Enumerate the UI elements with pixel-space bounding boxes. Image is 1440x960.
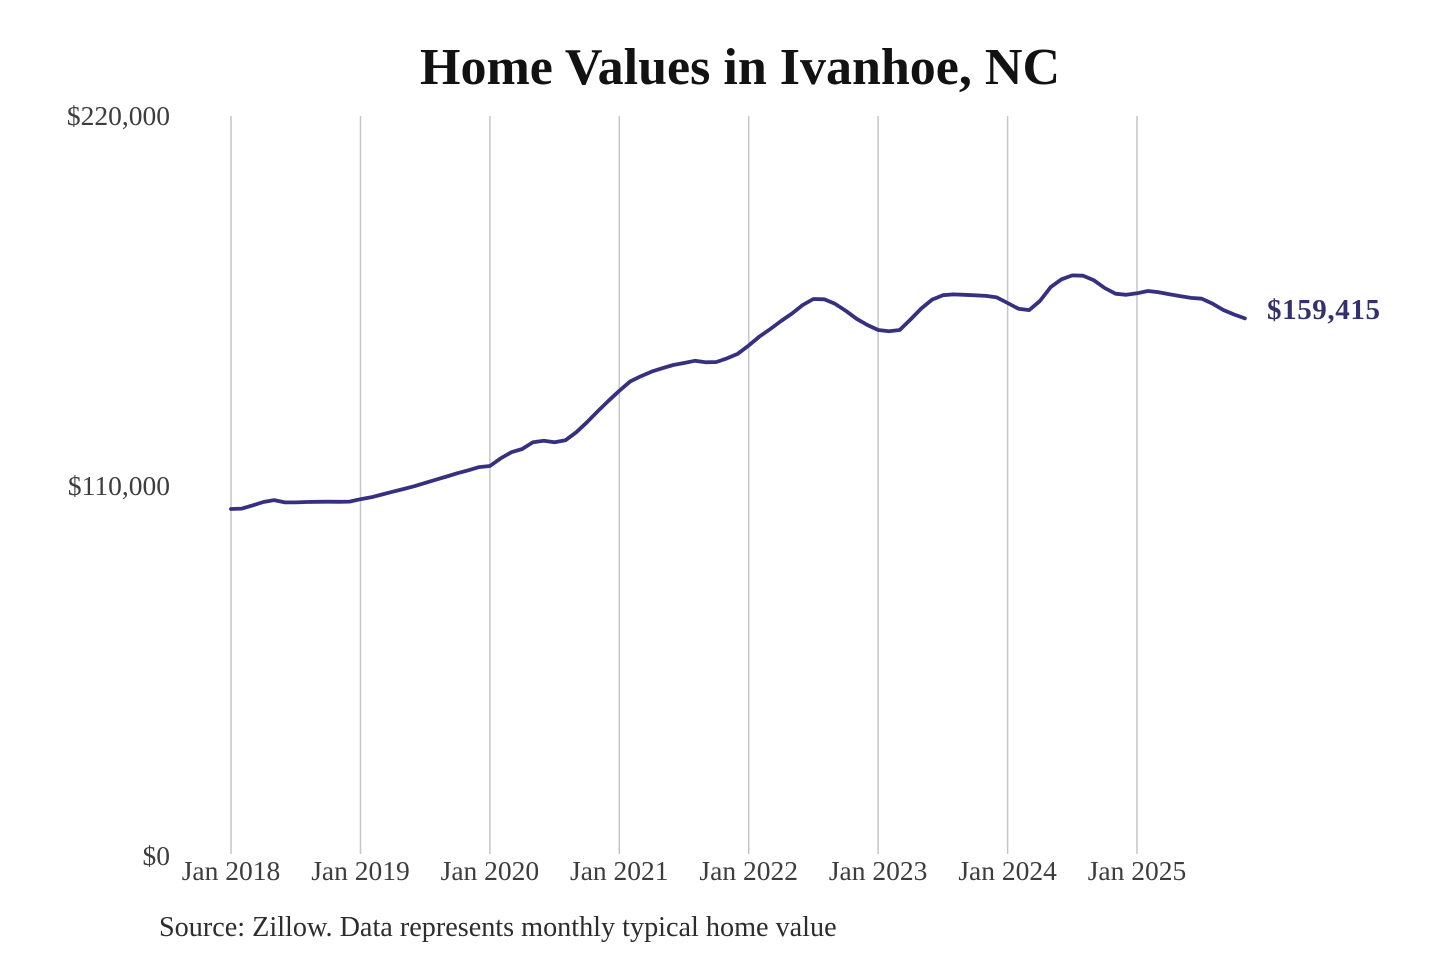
svg-text:Home Values in Ivanhoe, NC: Home Values in Ivanhoe, NC (420, 39, 1060, 96)
svg-text:Jan 2025: Jan 2025 (1088, 855, 1187, 886)
svg-text:$0: $0 (143, 840, 171, 871)
svg-text:Jan 2019: Jan 2019 (311, 855, 410, 886)
svg-text:Jan 2024: Jan 2024 (958, 855, 1057, 886)
svg-text:$159,415: $159,415 (1267, 294, 1381, 326)
svg-text:Jan 2020: Jan 2020 (441, 855, 540, 886)
svg-text:Jan 2023: Jan 2023 (829, 855, 928, 886)
svg-text:$220,000: $220,000 (67, 100, 170, 131)
svg-text:Jan 2021: Jan 2021 (570, 855, 669, 886)
svg-text:$110,000: $110,000 (68, 470, 170, 501)
svg-text:Jan 2018: Jan 2018 (182, 855, 281, 886)
svg-text:Jan 2022: Jan 2022 (699, 855, 798, 886)
svg-text:Source: Zillow. Data represent: Source: Zillow. Data represents monthly … (159, 912, 837, 943)
